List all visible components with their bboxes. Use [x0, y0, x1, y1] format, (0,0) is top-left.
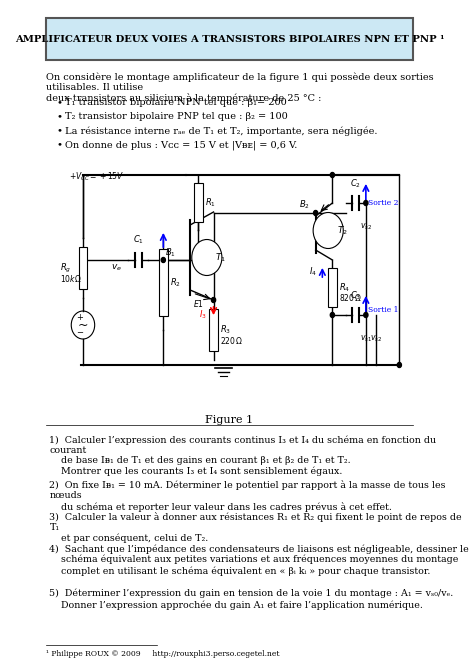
- Text: $R_4$: $R_4$: [339, 281, 350, 293]
- Text: 5)  Déterminer l’expression du gain en tension de la voie 1 du montage : A₁ = vₛ: 5) Déterminer l’expression du gain en te…: [49, 589, 454, 610]
- Circle shape: [364, 200, 368, 206]
- Text: $220\,\Omega$: $220\,\Omega$: [220, 334, 244, 346]
- Circle shape: [192, 239, 222, 275]
- Text: •: •: [56, 98, 62, 107]
- Text: Figure 1: Figure 1: [205, 415, 254, 425]
- Text: •: •: [56, 126, 62, 135]
- Text: $B_2$: $B_2$: [299, 199, 310, 211]
- Text: T₁ transistor bipolaire NPN tel que : β₁= 200: T₁ transistor bipolaire NPN tel que : β₁…: [64, 98, 286, 107]
- Text: 2)  On fixe Iᴃ₁ = 10 mA. Déterminer le potentiel par rapport à la masse de tous : 2) On fixe Iᴃ₁ = 10 mA. Déterminer le po…: [49, 480, 446, 512]
- Text: Sortie 1: Sortie 1: [368, 306, 399, 314]
- Text: $R_3$: $R_3$: [220, 324, 231, 336]
- Text: 1)  Calculer l’expression des courants continus I₃ et I₄ du schéma en fonction d: 1) Calculer l’expression des courants co…: [49, 435, 437, 476]
- Circle shape: [313, 212, 343, 249]
- Text: $I_4$: $I_4$: [310, 266, 317, 278]
- Text: 3)  Calculer la valeur à donner aux résistances R₁ et R₂ qui fixent le point de : 3) Calculer la valeur à donner aux résis…: [49, 512, 462, 543]
- Text: ¹ Philippe ROUX © 2009     http://rouxphi3.perso.cegetel.net: ¹ Philippe ROUX © 2009 http://rouxphi3.p…: [46, 650, 280, 658]
- Text: $+ V_{CC} = +15V$: $+ V_{CC} = +15V$: [69, 171, 124, 184]
- Text: $C_3$: $C_3$: [350, 289, 361, 302]
- Text: 4)  Sachant que l’impédance des condensateurs de liaisons est négligeable, dessi: 4) Sachant que l’impédance des condensat…: [49, 544, 469, 576]
- Text: $C_2$: $C_2$: [350, 178, 361, 190]
- Text: +: +: [76, 312, 83, 322]
- Text: $v_{s2}$: $v_{s2}$: [360, 221, 372, 232]
- Text: Sortie 2: Sortie 2: [368, 199, 399, 207]
- Circle shape: [364, 312, 368, 318]
- Circle shape: [314, 210, 318, 216]
- Text: ~: ~: [78, 318, 88, 332]
- Text: $B_1$: $B_1$: [165, 247, 176, 259]
- Text: $C_1$: $C_1$: [133, 234, 144, 246]
- Text: $10 k\Omega$: $10 k\Omega$: [60, 273, 82, 283]
- FancyBboxPatch shape: [46, 18, 413, 60]
- Text: $T_2$: $T_2$: [337, 224, 347, 237]
- Text: $v_e$: $v_e$: [110, 263, 121, 273]
- Circle shape: [330, 172, 335, 178]
- Text: T₂ transistor bipolaire PNP tel que : β₂ = 100: T₂ transistor bipolaire PNP tel que : β₂…: [64, 112, 287, 121]
- Text: −: −: [76, 328, 83, 338]
- Text: •: •: [56, 112, 62, 121]
- Bar: [328, 268, 337, 307]
- Bar: [79, 247, 87, 289]
- Circle shape: [330, 312, 335, 318]
- Text: AMPLIFICATEUR DEUX VOIES A TRANSISTORS BIPOLAIRES NPN ET PNP ¹: AMPLIFICATEUR DEUX VOIES A TRANSISTORS B…: [15, 34, 444, 44]
- Text: $I_3$: $I_3$: [199, 309, 207, 321]
- Circle shape: [161, 257, 165, 263]
- Text: $R_2$: $R_2$: [170, 276, 181, 289]
- Text: $E1$: $E1$: [192, 297, 203, 308]
- Bar: [210, 309, 218, 351]
- Text: $v_{s2}$: $v_{s2}$: [370, 333, 382, 344]
- Text: $820\,\Omega$: $820\,\Omega$: [339, 292, 363, 303]
- Circle shape: [211, 297, 216, 302]
- Text: •: •: [56, 140, 62, 149]
- Text: $v_{s1}$: $v_{s1}$: [360, 333, 372, 344]
- Text: La résistance interne rₐₑ de T₁ et T₂, importante, sera négligée.: La résistance interne rₐₑ de T₁ et T₂, i…: [64, 126, 377, 135]
- Bar: [159, 249, 167, 316]
- Text: On donne de plus : Vᴄᴄ = 15 V et |Vᴃᴇ| = 0,6 V.: On donne de plus : Vᴄᴄ = 15 V et |Vᴃᴇ| =…: [64, 140, 297, 149]
- Text: $T_1$: $T_1$: [215, 251, 226, 264]
- Bar: [194, 184, 203, 222]
- Text: $R_g$: $R_g$: [60, 261, 72, 275]
- Text: $R_1$: $R_1$: [205, 196, 216, 209]
- Circle shape: [397, 362, 401, 368]
- Text: On considère le montage amplificateur de la figure 1 qui possède deux sorties ut: On considère le montage amplificateur de…: [46, 72, 434, 103]
